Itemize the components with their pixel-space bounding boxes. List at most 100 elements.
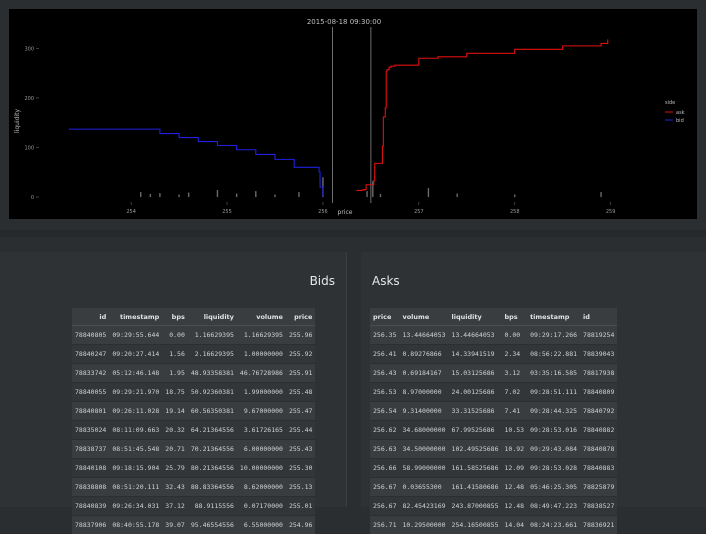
asks-cell-id: 78817938	[580, 364, 617, 383]
bids-cell-price: 255.48	[286, 383, 315, 402]
asks-cell-bps: 10.53	[502, 421, 528, 440]
asks-column-volume[interactable]: volume	[399, 308, 448, 326]
bids-column-liquidity[interactable]: liquidity	[188, 308, 237, 326]
bids-cell-bps: 1.95	[162, 364, 188, 383]
volume-bar	[514, 195, 515, 197]
asks-cell-volume: 0.69184167	[399, 364, 448, 383]
bids-cell-id: 78838737	[72, 440, 109, 459]
bids-cell-volume: 9.67000000	[237, 402, 286, 421]
bids-cell-timestamp: 08:51:20.111	[109, 478, 162, 497]
asks-column-id[interactable]: id	[580, 308, 617, 326]
bids-cell-bps: 32.43	[162, 478, 188, 497]
volume-bar	[366, 191, 367, 197]
asks-cell-timestamp: 09:28:51.111	[527, 383, 580, 402]
volume-bar	[217, 190, 218, 197]
asks-cell-volume: 0.89276866	[399, 345, 448, 364]
bids-cell-bps: 18.75	[162, 383, 188, 402]
bids-cell-price: 255.13	[286, 478, 315, 497]
bids-cell-price: 255.30	[286, 459, 315, 478]
asks-cell-timestamp: 08:49:47.223	[527, 497, 580, 516]
series-line-bid	[69, 129, 323, 196]
x-tick-label: 254	[126, 209, 136, 215]
bids-cell-price: 255.44	[286, 421, 315, 440]
bids-cell-liquidity: 88.9115556	[188, 497, 237, 516]
bids-title: Bids	[310, 274, 335, 288]
legend-title: side	[665, 100, 675, 106]
asks-column-bps[interactable]: bps	[502, 308, 528, 326]
bids-cell-timestamp: 08:51:45.548	[109, 440, 162, 459]
volume-bar	[428, 188, 429, 197]
bids-cell-id: 78840801	[72, 402, 109, 421]
bids-cell-timestamp: 09:20:27.414	[109, 345, 162, 364]
asks-cell-bps: 14.04	[502, 516, 528, 534]
bids-cell-liquidity: 48.93358381	[188, 364, 237, 383]
asks-cell-liquidity: 254.16500855	[449, 516, 502, 534]
asks-cell-liquidity: 161.41580686	[449, 478, 502, 497]
bids-cell-timestamp: 09:29:55.644	[109, 326, 162, 345]
asks-column-price[interactable]: price	[370, 308, 399, 326]
bids-cell-volume: 6.00000000	[237, 440, 286, 459]
volume-bar	[188, 193, 189, 197]
asks-title: Asks	[372, 274, 400, 288]
bids-cell-bps: 25.79	[162, 459, 188, 478]
bids-column-id[interactable]: id	[72, 308, 109, 326]
bids-cell-id: 78833742	[72, 364, 109, 383]
bids-cell-liquidity: 60.56350381	[188, 402, 237, 421]
bids-cell-price: 255.96	[286, 326, 315, 345]
asks-cell-id: 78840809	[580, 383, 617, 402]
bids-cell-timestamp: 09:29:21.970	[109, 383, 162, 402]
bids-cell-id: 78838808	[72, 478, 109, 497]
bids-cell-bps: 20.32	[162, 421, 188, 440]
asks-column-timestamp[interactable]: timestamp	[527, 308, 580, 326]
bids-cell-liquidity: 2.16629395	[188, 345, 237, 364]
bids-column-volume[interactable]: volume	[237, 308, 286, 326]
asks-column-liquidity[interactable]: liquidity	[449, 308, 502, 326]
bids-cell-bps: 0.00	[162, 326, 188, 345]
bids-column-timestamp[interactable]: timestamp	[109, 308, 162, 326]
asks-cell-timestamp: 09:28:44.325	[527, 402, 580, 421]
asks-cell-id: 78840792	[580, 402, 617, 421]
asks-cell-price: 256.67	[370, 497, 399, 516]
bids-cell-bps: 19.14	[162, 402, 188, 421]
asks-cell-bps: 12.48	[502, 478, 528, 497]
asks-cell-id: 78840883	[580, 459, 617, 478]
asks-cell-timestamp: 09:28:53.028	[527, 459, 580, 478]
asks-cell-volume: 58.99000000	[399, 459, 448, 478]
bids-cell-bps: 20.71	[162, 440, 188, 459]
bids-cell-price: 255.01	[286, 497, 315, 516]
bids-column-bps[interactable]: bps	[162, 308, 188, 326]
bids-cell-liquidity: 1.16629395	[188, 326, 237, 345]
volume-bar	[140, 192, 141, 197]
asks-cell-price: 256.41	[370, 345, 399, 364]
asks-cell-id: 78825879	[580, 478, 617, 497]
bids-column-price[interactable]: price	[286, 308, 315, 326]
asks-cell-liquidity: 14.33941519	[449, 345, 502, 364]
